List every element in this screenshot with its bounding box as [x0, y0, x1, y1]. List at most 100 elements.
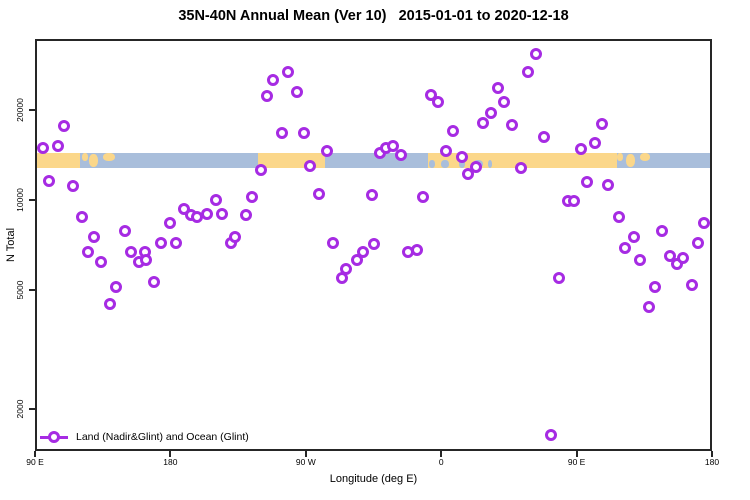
y-tick-mark: [29, 199, 35, 201]
data-point: [110, 281, 123, 294]
data-point: [104, 297, 117, 310]
y-tick-label: 20000: [15, 98, 25, 122]
data-point: [75, 210, 88, 223]
data-point: [313, 187, 326, 200]
x-tick-label: 90 E: [567, 457, 586, 467]
data-point: [456, 151, 469, 164]
data-point: [588, 137, 601, 150]
data-point: [411, 244, 424, 257]
data-point: [326, 236, 339, 249]
x-tick-label: 180: [704, 457, 720, 467]
data-point: [698, 216, 711, 229]
data-point: [140, 253, 153, 266]
y-tick-mark: [29, 289, 35, 291]
map-strip-patch-ocean: [441, 160, 449, 168]
data-point: [633, 253, 646, 266]
data-point: [356, 246, 369, 258]
data-point: [365, 188, 378, 201]
data-point: [304, 159, 317, 172]
data-point: [367, 238, 380, 251]
data-point: [642, 300, 655, 313]
data-point: [439, 144, 452, 157]
map-strip-patch-land: [89, 153, 99, 167]
data-point: [57, 119, 70, 132]
data-point: [239, 209, 252, 222]
map-strip-segment-land: [37, 153, 81, 168]
data-point: [612, 210, 625, 223]
data-point: [275, 126, 288, 139]
data-point: [618, 242, 631, 255]
data-point: [432, 95, 445, 108]
data-point: [686, 278, 699, 291]
map-strip-patch-land: [626, 153, 636, 167]
x-tick-mark: [440, 451, 443, 457]
plot-frame: [35, 39, 712, 451]
data-point: [170, 236, 183, 249]
map-strip-patch-ocean: [429, 160, 436, 168]
data-point: [596, 118, 609, 131]
data-point: [260, 89, 273, 102]
map-strip-segment-land: [454, 153, 618, 168]
data-point: [552, 271, 565, 284]
data-point: [281, 65, 294, 78]
data-point: [677, 251, 690, 264]
data-point: [484, 107, 497, 120]
data-point: [245, 191, 258, 204]
data-point: [320, 144, 333, 157]
data-point: [290, 85, 303, 98]
data-point: [51, 139, 64, 152]
x-tick-mark: [575, 451, 578, 457]
data-point: [514, 161, 527, 174]
x-tick-mark: [711, 451, 713, 457]
map-strip-segment-ocean: [117, 153, 258, 168]
data-point: [87, 231, 100, 244]
map-strip-patch-land: [617, 153, 624, 161]
data-point: [229, 231, 242, 244]
legend: Land (Nadir&Glint) and Ocean (Glint): [40, 430, 249, 444]
data-point: [147, 276, 160, 289]
y-tick-mark: [29, 108, 35, 111]
data-point: [648, 281, 661, 294]
map-strip-segment-ocean: [651, 153, 710, 168]
data-point: [505, 119, 518, 132]
x-tick-label: 180: [163, 457, 178, 467]
data-point: [522, 65, 535, 78]
data-point: [266, 73, 279, 86]
data-point: [545, 428, 558, 441]
data-point: [209, 194, 222, 206]
x-tick-mark: [304, 451, 307, 457]
data-point: [581, 175, 594, 188]
data-point: [66, 180, 79, 193]
data-point: [447, 125, 460, 138]
x-tick-label: 90 W: [295, 457, 316, 467]
y-axis-title: N Total: [5, 227, 17, 263]
chart-title: 35N-40N Annual Mean (Ver 10) 2015-01-01 …: [178, 8, 569, 24]
legend-circle-icon: [48, 431, 60, 443]
y-tick-label: 2000: [15, 399, 25, 419]
data-point: [155, 236, 168, 249]
data-point: [469, 160, 482, 173]
data-point: [254, 163, 267, 176]
data-point: [492, 81, 505, 94]
data-point: [575, 143, 588, 156]
data-point: [602, 179, 615, 192]
data-point: [529, 47, 542, 60]
map-strip-patch-ocean: [487, 160, 493, 168]
data-point: [36, 142, 49, 155]
x-tick-mark: [169, 451, 172, 457]
data-point: [95, 256, 108, 269]
data-point: [417, 191, 430, 204]
data-point: [537, 131, 550, 144]
data-point: [340, 262, 353, 275]
data-point: [200, 207, 213, 220]
data-point: [498, 95, 511, 108]
legend-open-circle-line-icon: [40, 430, 68, 444]
data-point: [81, 246, 94, 258]
data-point: [298, 126, 311, 139]
data-point: [656, 224, 669, 237]
map-strip-patch-land: [102, 153, 115, 161]
x-tick-label: 0: [438, 457, 444, 467]
x-tick-mark: [34, 451, 36, 457]
data-point: [477, 116, 490, 129]
